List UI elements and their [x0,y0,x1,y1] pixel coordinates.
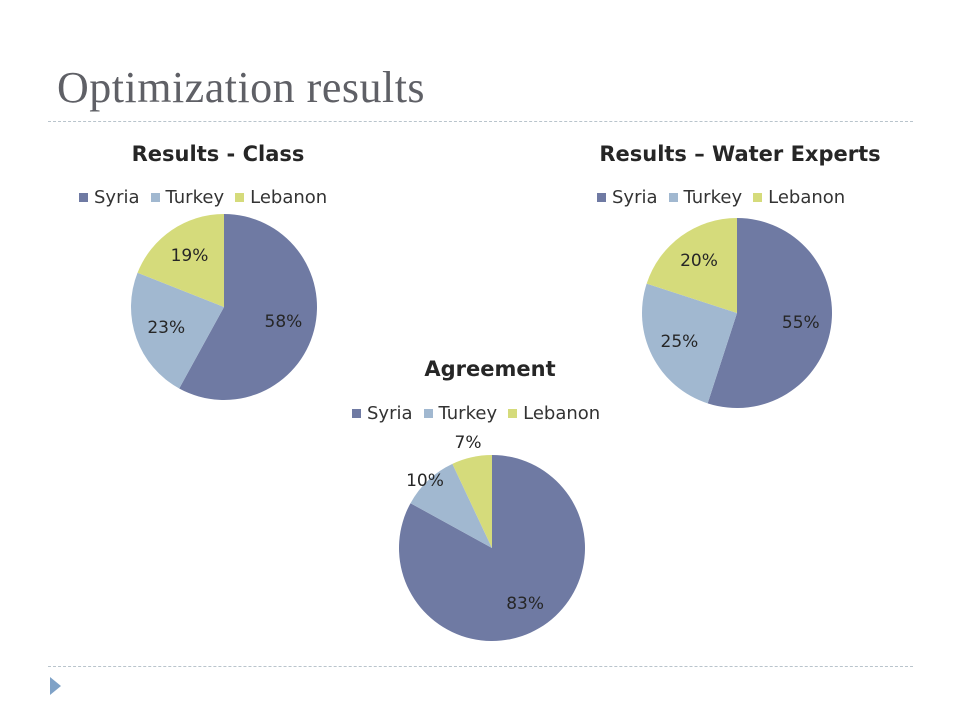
chart-1-legend-swatch-turkey [668,192,678,202]
chart-1-slice-lebanon [646,218,737,313]
chart-0-data-label-syria: 58% [264,312,303,333]
chart-2-legend-item-turkey: Turkey [423,402,498,424]
chart-0-slice-lebanon [137,214,224,307]
chart-2-legend-item-syria: Syria [352,403,413,424]
chart-2-slice-lebanon [452,455,492,548]
chart-2-title: Agreement [424,357,556,381]
chart-2-legend-label-lebanon: Lebanon [523,402,601,424]
chart-2-legend-swatch-syria [352,408,361,418]
chart-2-data-label-turkey: 10% [406,471,444,491]
chart-1-legend-label-turkey: Turkey [683,186,743,208]
chart-0-legend-label-turkey: Turkey [165,186,225,208]
title-divider [48,121,913,122]
chart-0-legend-swatch-lebanon [235,192,245,202]
slide-title: Optimization results [57,63,426,112]
chart-0-legend-label-syria: Syria [94,186,140,208]
chart-1-legend-item-syria: Syria [597,187,658,208]
chart-1-legend-item-lebanon: Lebanon [753,187,845,208]
chart-1-data-label-syria: 55% [781,313,820,334]
chart-0-legend-swatch-syria [79,192,88,202]
chart-0-pie [131,214,317,400]
chart-1-title: Results – Water Experts [599,142,881,166]
chart-0-legend-item-lebanon: Lebanon [235,187,327,208]
chart-1-data-label-turkey: 25% [660,332,699,353]
chart-0-data-label-lebanon: 19% [170,246,209,267]
chart-0-legend-label-lebanon: Lebanon [250,186,328,208]
bullet-arrow-icon [50,677,61,695]
chart-0-slice-turkey [131,272,224,389]
chart-2-legend-item-lebanon: Lebanon [508,403,600,424]
chart-1-slice-syria [707,218,832,408]
chart-2-data-label-syria: 83% [506,594,545,615]
chart-1-data-label-lebanon: 20% [680,250,718,271]
chart-1-legend-label-lebanon: Lebanon [768,186,846,208]
chart-2-legend-swatch-turkey [423,408,433,418]
chart-2-legend-swatch-lebanon [508,408,518,418]
chart-1-legend-label-syria: Syria [612,186,658,208]
chart-0-legend-item-syria: Syria [79,187,140,208]
chart-0-legend-item-turkey: Turkey [150,186,225,208]
chart-0-slice-syria [179,214,317,400]
chart-1-legend: Syria Turkey Lebanon [597,186,845,208]
chart-0-data-label-turkey: 23% [147,317,186,338]
chart-2-data-label-lebanon: 7% [454,433,482,453]
chart-0-title: Results - Class [131,142,305,166]
chart-2-legend-label-syria: Syria [367,402,413,424]
chart-2-pie [399,455,585,641]
chart-1-legend-item-turkey: Turkey [668,186,743,208]
chart-1-pie [642,218,832,408]
chart-0-legend: Syria Turkey Lebanon [79,186,327,208]
chart-1-legend-swatch-syria [597,192,606,202]
chart-2-slice-turkey [410,463,492,548]
chart-2-legend-label-turkey: Turkey [438,402,498,424]
chart-1-legend-swatch-lebanon [753,192,763,202]
footer-divider [48,666,913,667]
chart-0-legend-swatch-turkey [150,192,160,202]
chart-1-slice-turkey [642,283,737,404]
chart-2-legend: Syria Turkey Lebanon [352,402,600,424]
